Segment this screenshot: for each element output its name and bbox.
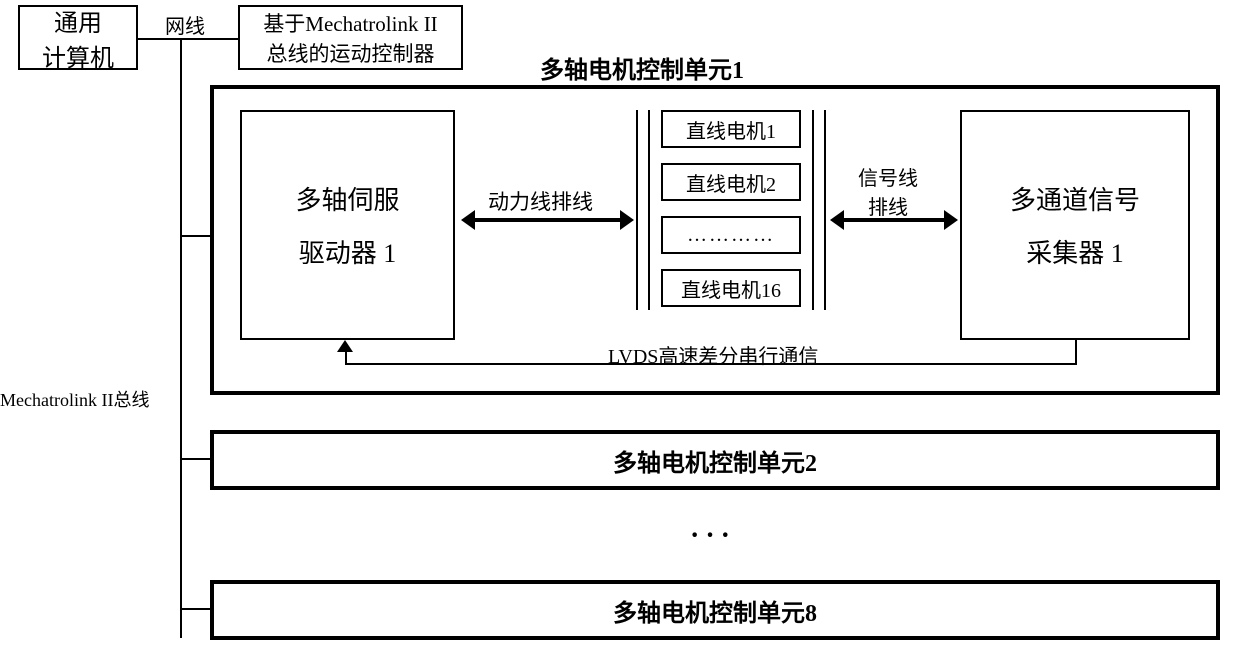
bus-to-unit1 [180, 235, 210, 237]
power-arrow [475, 218, 620, 222]
motion-controller-line1: 基于Mechatrolink II [263, 8, 437, 38]
motor-ellipsis: ………… [661, 216, 801, 254]
motor-1: 直线电机1 [661, 110, 801, 148]
signal-line2: 排线 [858, 191, 918, 220]
units-ellipsis: ··· [690, 520, 736, 552]
lvds-arrow [337, 340, 353, 352]
motor-2: 直线电机2 [661, 163, 801, 201]
motor-16: 直线电机16 [661, 269, 801, 307]
bus-label: Mechatrolink II总线 [0, 386, 149, 412]
collector-box: 多通道信号 采集器 1 [960, 110, 1190, 340]
unit8-title: 多轴电机控制单元8 [613, 593, 817, 628]
servo-line1: 多轴伺服 [295, 180, 399, 217]
unit1-title: 多轴电机控制单元1 [540, 50, 744, 85]
signal-label: 信号线 排线 [858, 162, 918, 220]
servo-driver-box: 多轴伺服 驱动器 1 [240, 110, 455, 340]
motion-controller-line2: 总线的运动控制器 [263, 38, 437, 68]
signal-line1: 信号线 [858, 162, 918, 191]
collector-line2: 采集器 1 [1010, 233, 1140, 270]
lvds-label: LVDS高速差分串行通信 [608, 340, 818, 369]
unit2-title: 多轴电机控制单元2 [613, 443, 817, 478]
motion-controller-box: 基于Mechatrolink II 总线的运动控制器 [238, 5, 463, 70]
unit2-box: 多轴电机控制单元2 [210, 430, 1220, 490]
motor-rail-right1 [812, 110, 814, 310]
lvds-v-left [345, 350, 347, 365]
collector-line1: 多通道信号 [1010, 180, 1140, 217]
cable-label: 网线 [165, 10, 205, 39]
lvds-v-right [1075, 340, 1077, 365]
bus-vertical [180, 40, 182, 638]
power-label: 动力线排线 [488, 186, 593, 216]
computer-line1: 通用 [42, 3, 114, 38]
bus-to-unit2 [180, 458, 210, 460]
unit8-box: 多轴电机控制单元8 [210, 580, 1220, 640]
motor-rail-right2 [824, 110, 826, 310]
servo-line2: 驱动器 1 [295, 233, 399, 270]
motor-rail-left2 [648, 110, 650, 310]
bus-to-unit8 [180, 608, 210, 610]
computer-line2: 计算机 [42, 38, 114, 73]
motor-rail-left1 [636, 110, 638, 310]
computer-box: 通用 计算机 [18, 5, 138, 70]
